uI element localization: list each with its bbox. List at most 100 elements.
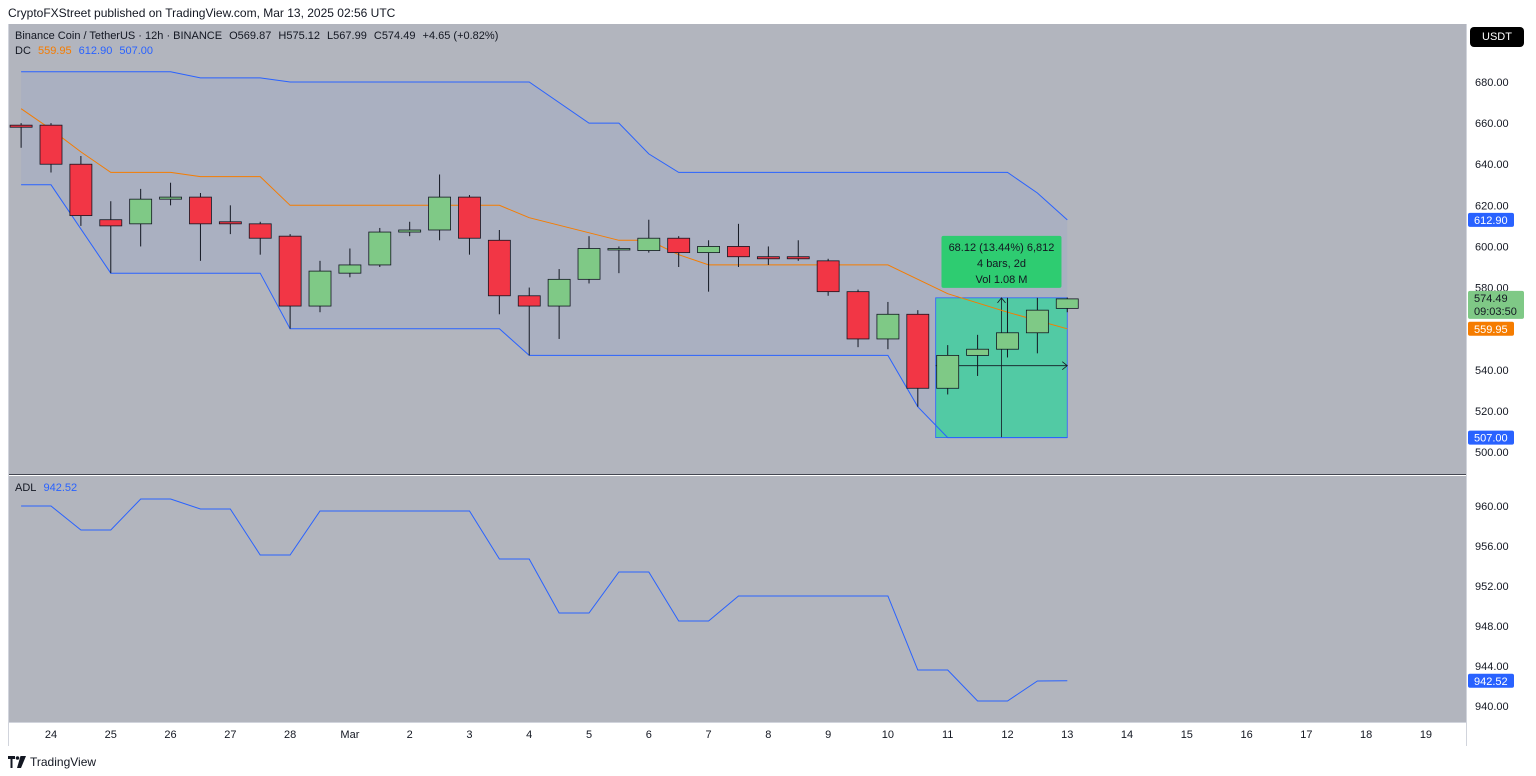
price-tick-label: 600.00 xyxy=(1475,241,1509,253)
candle[interactable] xyxy=(218,205,242,235)
candle[interactable] xyxy=(1025,297,1049,354)
candle[interactable] xyxy=(637,219,661,253)
candle[interactable] xyxy=(398,221,422,237)
candle[interactable] xyxy=(936,345,960,395)
candle[interactable] xyxy=(966,334,989,376)
candle[interactable] xyxy=(159,182,182,206)
candle-body xyxy=(308,270,332,307)
ohlc-open: O569.87 xyxy=(229,30,272,42)
adl-tick-label: 948.00 xyxy=(1475,621,1509,633)
time-tick-label: 13 xyxy=(1061,729,1073,741)
measure-card-bg xyxy=(941,235,1062,288)
time-tick-label: 25 xyxy=(105,729,117,741)
adl-pane[interactable] xyxy=(8,476,1466,722)
adl-tick-label: 952.00 xyxy=(1475,581,1509,593)
price-tick-label: 540.00 xyxy=(1475,365,1509,377)
currency-unit-button[interactable]: USDT xyxy=(1470,27,1524,47)
price-badge-label: 612.90 xyxy=(1474,215,1508,227)
candle-body xyxy=(398,229,422,233)
time-tick-label: 9 xyxy=(825,729,831,741)
candle[interactable] xyxy=(278,234,302,329)
ohlc-close: C574.49 xyxy=(373,30,416,42)
time-tick-label: 26 xyxy=(164,729,176,741)
candle-body xyxy=(786,256,810,260)
candle[interactable] xyxy=(697,240,720,292)
candle[interactable] xyxy=(577,236,601,284)
candle[interactable] xyxy=(9,123,33,148)
price-tick-label: 680.00 xyxy=(1475,77,1509,89)
candle[interactable] xyxy=(756,246,780,265)
time-tick-label: 7 xyxy=(706,729,712,741)
candle[interactable] xyxy=(816,258,840,296)
candle-body xyxy=(487,239,511,297)
candle[interactable] xyxy=(189,193,212,261)
dc-upper-value: 612.90 xyxy=(78,45,113,57)
price-tick-label: 660.00 xyxy=(1475,118,1509,130)
candle[interactable] xyxy=(846,289,870,348)
dc-channel-fill xyxy=(21,71,1068,438)
candle[interactable] xyxy=(368,227,392,267)
bar-countdown-label: 09:03:50 xyxy=(1474,306,1517,318)
candle-body xyxy=(607,248,631,251)
tradingview-logo-icon xyxy=(8,756,26,768)
candle-body xyxy=(756,256,780,260)
price-tick-label: 520.00 xyxy=(1475,406,1509,418)
candles xyxy=(9,123,1079,407)
candle-body xyxy=(69,163,93,217)
measure-arrowhead-right xyxy=(1062,361,1068,370)
price-badge xyxy=(1468,321,1514,336)
dc-basis-line xyxy=(20,108,1068,330)
time-tick-label: 16 xyxy=(1240,729,1252,741)
candle-body xyxy=(876,313,900,340)
candle[interactable] xyxy=(996,297,1019,358)
candle-body xyxy=(667,237,691,254)
ohlc-low: L567.99 xyxy=(327,30,367,42)
candle[interactable] xyxy=(517,287,541,356)
candle[interactable] xyxy=(667,236,691,267)
adl-tick-label: 944.00 xyxy=(1475,661,1509,673)
time-tick-label: Mar xyxy=(340,729,359,741)
dc-upper-line xyxy=(21,71,1068,221)
symbol-name[interactable]: Binance Coin / TetherUS · 12h · BINANCE xyxy=(15,30,223,42)
adl-badge-label: 942.52 xyxy=(1474,676,1508,688)
candle[interactable] xyxy=(428,174,451,241)
adl-label: ADL xyxy=(15,482,37,494)
measure-info-card[interactable]: 68.12 (13.44%) 6,812 4 bars, 2d Vol 1.08 M xyxy=(941,235,1062,288)
footer: TradingView xyxy=(8,754,96,770)
price-badge-label: 507.00 xyxy=(1474,433,1508,445)
candle-body xyxy=(9,124,33,128)
candle-body xyxy=(906,313,930,389)
candle[interactable] xyxy=(69,156,93,226)
candle-body xyxy=(577,248,601,280)
candle[interactable] xyxy=(338,248,362,278)
candle[interactable] xyxy=(727,223,750,267)
candle-body xyxy=(547,278,571,307)
candle[interactable] xyxy=(1055,297,1079,313)
candle-body xyxy=(1055,298,1079,309)
time-tick-label: 2 xyxy=(407,729,413,741)
candle[interactable] xyxy=(607,246,631,274)
candle[interactable] xyxy=(487,230,511,315)
candle[interactable] xyxy=(99,201,123,274)
adl-legend[interactable]: ADL 942.52 xyxy=(15,482,81,494)
dc-legend[interactable]: DC 559.95 612.90 507.00 xyxy=(15,45,157,57)
measure-change-text: 68.12 (13.44%) 6,812 xyxy=(949,242,1055,254)
candle[interactable] xyxy=(876,301,900,350)
candle[interactable] xyxy=(39,123,63,173)
candle[interactable] xyxy=(458,195,481,255)
last-price-badge xyxy=(1468,290,1524,319)
time-tick-label: 10 xyxy=(882,729,894,741)
candle[interactable] xyxy=(906,310,930,407)
last-price-label: 574.49 xyxy=(1474,293,1508,305)
candle-body xyxy=(278,235,302,307)
candle[interactable] xyxy=(129,188,153,247)
candle[interactable] xyxy=(786,240,810,261)
candle-body xyxy=(517,295,541,307)
candle[interactable] xyxy=(308,260,332,313)
candle[interactable] xyxy=(248,221,272,255)
candle[interactable] xyxy=(547,269,571,339)
footer-brand[interactable]: TradingView xyxy=(30,755,97,769)
dc-lower-value: 507.00 xyxy=(119,45,154,57)
price-axis[interactable] xyxy=(1466,24,1536,746)
